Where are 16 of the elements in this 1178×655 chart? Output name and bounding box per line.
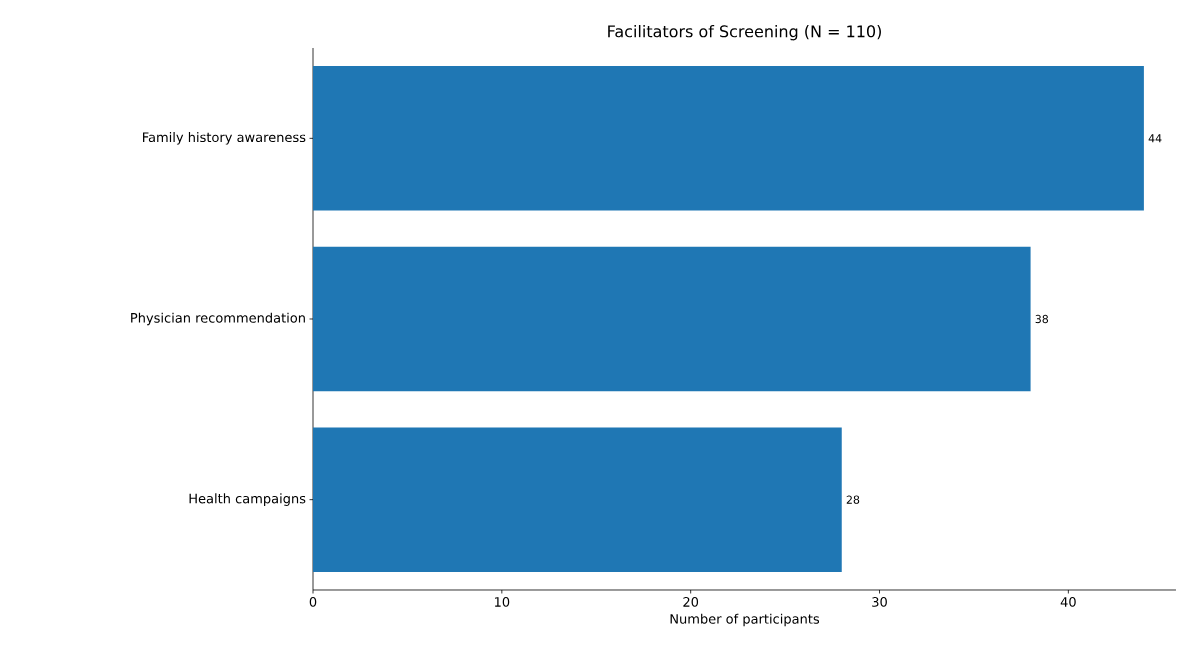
y-tick-label: Health campaigns [189, 493, 306, 506]
data-label: 28 [846, 495, 860, 504]
y-tick-label: Physician recommendation [131, 312, 305, 326]
data-label: 44 [1148, 134, 1162, 143]
x-tick-label: 40 [1060, 597, 1076, 607]
y-tick-label: Family history awareness [143, 132, 306, 145]
chart-title: Facilitators of Screening (N = 110) [608, 24, 881, 41]
bar [313, 427, 842, 572]
x-tick-label: 0 [309, 597, 317, 607]
x-tick-label: 20 [683, 597, 699, 607]
x-tick-label: 30 [872, 597, 887, 607]
x-tick-label: 10 [495, 597, 510, 607]
bar [313, 66, 1144, 211]
bar [313, 246, 1031, 392]
data-label: 38 [1035, 314, 1049, 324]
x-axis-title: Number of participants [670, 613, 820, 627]
